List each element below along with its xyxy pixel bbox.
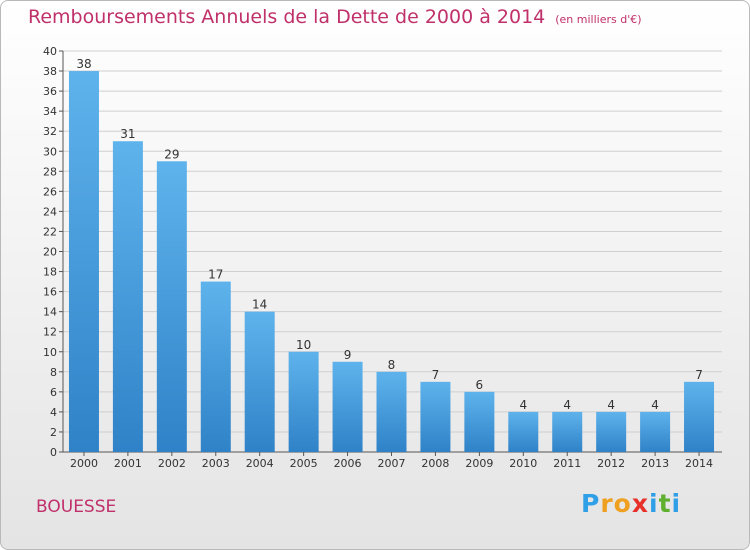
x-tick-label-2012: 2012	[597, 457, 625, 470]
y-tick-label: 32	[43, 125, 57, 138]
value-label-2007: 8	[388, 358, 396, 372]
y-tick-label: 18	[43, 266, 57, 279]
y-tick-label: 36	[43, 85, 57, 98]
x-tick-label-2003: 2003	[202, 457, 230, 470]
bar-2006	[332, 361, 363, 452]
y-tick-label: 0	[50, 446, 57, 459]
place-name: BOUESSE	[36, 497, 117, 517]
x-tick-label-2007: 2007	[378, 457, 406, 470]
x-tick-label-2008: 2008	[421, 457, 449, 470]
y-tick-label: 34	[43, 105, 57, 118]
x-tick-label-2006: 2006	[334, 457, 362, 470]
y-tick-label: 6	[50, 386, 57, 399]
y-tick-label: 8	[50, 366, 57, 379]
logo-letter: r	[600, 489, 614, 518]
proxiti-logo: Proxiti	[581, 489, 681, 518]
bar-2004	[244, 311, 275, 452]
logo-letter: P	[581, 489, 601, 518]
x-tick-label-2002: 2002	[158, 457, 186, 470]
y-tick-label: 14	[43, 306, 57, 319]
y-tick-label: 30	[43, 145, 57, 158]
y-tick-label: 10	[43, 346, 57, 359]
bar-2010	[508, 411, 539, 452]
logo-letter: x	[631, 489, 649, 518]
bar-2011	[552, 411, 583, 452]
x-tick-label-2013: 2013	[641, 457, 669, 470]
y-tick-label: 16	[43, 286, 57, 299]
x-tick-label-2010: 2010	[509, 457, 537, 470]
value-label-2001: 31	[120, 127, 135, 141]
x-tick-label-2004: 2004	[246, 457, 274, 470]
value-label-2011: 4	[563, 398, 571, 412]
bar-2002	[156, 161, 187, 452]
x-tick-label-2009: 2009	[465, 457, 493, 470]
y-tick-label: 2	[50, 426, 57, 439]
x-tick-label-2005: 2005	[290, 457, 318, 470]
y-tick-label: 4	[50, 406, 57, 419]
bar-2012	[596, 411, 627, 452]
bar-2013	[640, 411, 671, 452]
y-tick-label: 24	[43, 205, 57, 218]
bar-2003	[200, 281, 231, 452]
value-label-2003: 17	[208, 268, 223, 282]
y-tick-label: 38	[43, 65, 57, 78]
labels: 0246810121416182022242628303234363840382…	[43, 45, 713, 470]
y-tick-label: 12	[43, 326, 57, 339]
value-label-2012: 4	[607, 398, 615, 412]
chart-title: Remboursements Annuels de la Dette de 20…	[28, 6, 546, 28]
x-tick-label-2000: 2000	[70, 457, 98, 470]
y-tick-label: 26	[43, 185, 57, 198]
bar-2008	[420, 381, 451, 452]
value-label-2000: 38	[76, 57, 91, 71]
logo-letter: t	[658, 489, 672, 518]
value-label-2002: 29	[164, 147, 179, 161]
bar-2005	[288, 351, 319, 452]
y-tick-label: 20	[43, 246, 57, 259]
value-label-2009: 6	[476, 378, 484, 392]
value-label-2010: 4	[519, 398, 527, 412]
bars	[68, 71, 715, 453]
y-tick-label: 28	[43, 165, 57, 178]
bar-chart: 0246810121416182022242628303234363840382…	[43, 45, 722, 470]
logo-letter: i	[649, 489, 659, 518]
value-label-2014: 7	[695, 368, 703, 382]
value-label-2006: 9	[344, 348, 352, 362]
bar-2000	[68, 71, 99, 453]
value-label-2008: 7	[432, 368, 440, 382]
value-label-2005: 10	[296, 338, 311, 352]
chart-unit: (en milliers d'€)	[555, 13, 642, 26]
bar-2014	[684, 381, 715, 452]
bar-2009	[464, 391, 495, 452]
y-tick-label: 40	[43, 45, 57, 58]
logo-letter: o	[613, 489, 632, 518]
bar-2001	[112, 141, 143, 452]
title-row: Remboursements Annuels de la Dette de 20…	[28, 6, 642, 28]
x-tick-label-2014: 2014	[685, 457, 713, 470]
bar-2007	[376, 371, 407, 452]
logo-letter: i	[671, 489, 682, 518]
value-label-2004: 14	[252, 298, 267, 312]
x-tick-label-2011: 2011	[553, 457, 581, 470]
y-tick-label: 22	[43, 225, 57, 238]
value-label-2013: 4	[651, 398, 659, 412]
x-tick-label-2001: 2001	[114, 457, 142, 470]
